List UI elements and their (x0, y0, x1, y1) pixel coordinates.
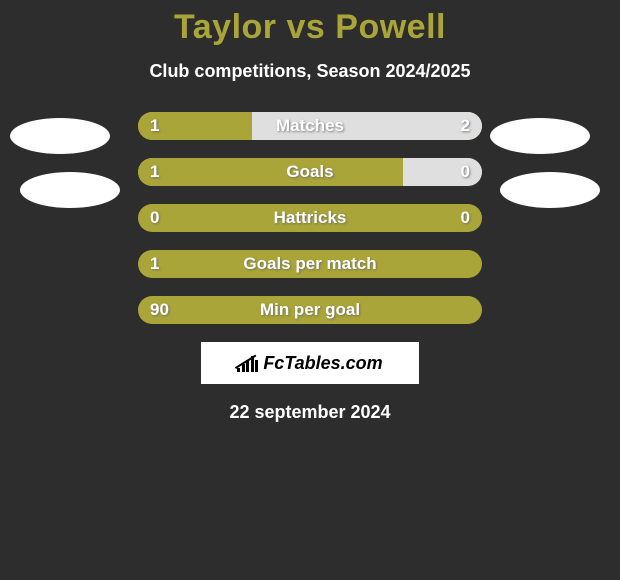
brand-inner: FcTables.com (237, 353, 382, 374)
avatar-right (490, 118, 590, 154)
page-title: Taylor vs Powell (0, 0, 620, 47)
avatar-right (500, 172, 600, 208)
stat-bar-left (138, 250, 482, 278)
avatar-left (10, 118, 110, 154)
title-player2: Powell (335, 8, 446, 46)
stat-bar-left (138, 204, 482, 232)
stat-row: Matches12 (138, 112, 482, 140)
brand-text: FcTables.com (263, 353, 382, 374)
title-vs: vs (286, 8, 325, 46)
brand-box[interactable]: FcTables.com (201, 342, 419, 384)
stat-bar-right (252, 112, 482, 140)
stat-bar-right (403, 158, 482, 186)
title-player1: Taylor (174, 8, 277, 46)
avatar-left (20, 172, 120, 208)
stat-row: Min per goal90 (138, 296, 482, 324)
stat-bar-left (138, 158, 403, 186)
stat-row: Goals per match1 (138, 250, 482, 278)
comparison-card: Taylor vs Powell Club competitions, Seas… (0, 0, 620, 580)
stat-row: Hattricks00 (138, 204, 482, 232)
stat-bar-left (138, 296, 482, 324)
stat-bar-left (138, 112, 252, 140)
date-line: 22 september 2024 (0, 402, 620, 423)
stats-block: Matches12 Goals10 Hattricks00 Goals per mat… (138, 112, 482, 324)
stat-row: Goals10 (138, 158, 482, 186)
subtitle: Club competitions, Season 2024/2025 (0, 61, 620, 82)
bars-chart-icon (237, 354, 259, 372)
